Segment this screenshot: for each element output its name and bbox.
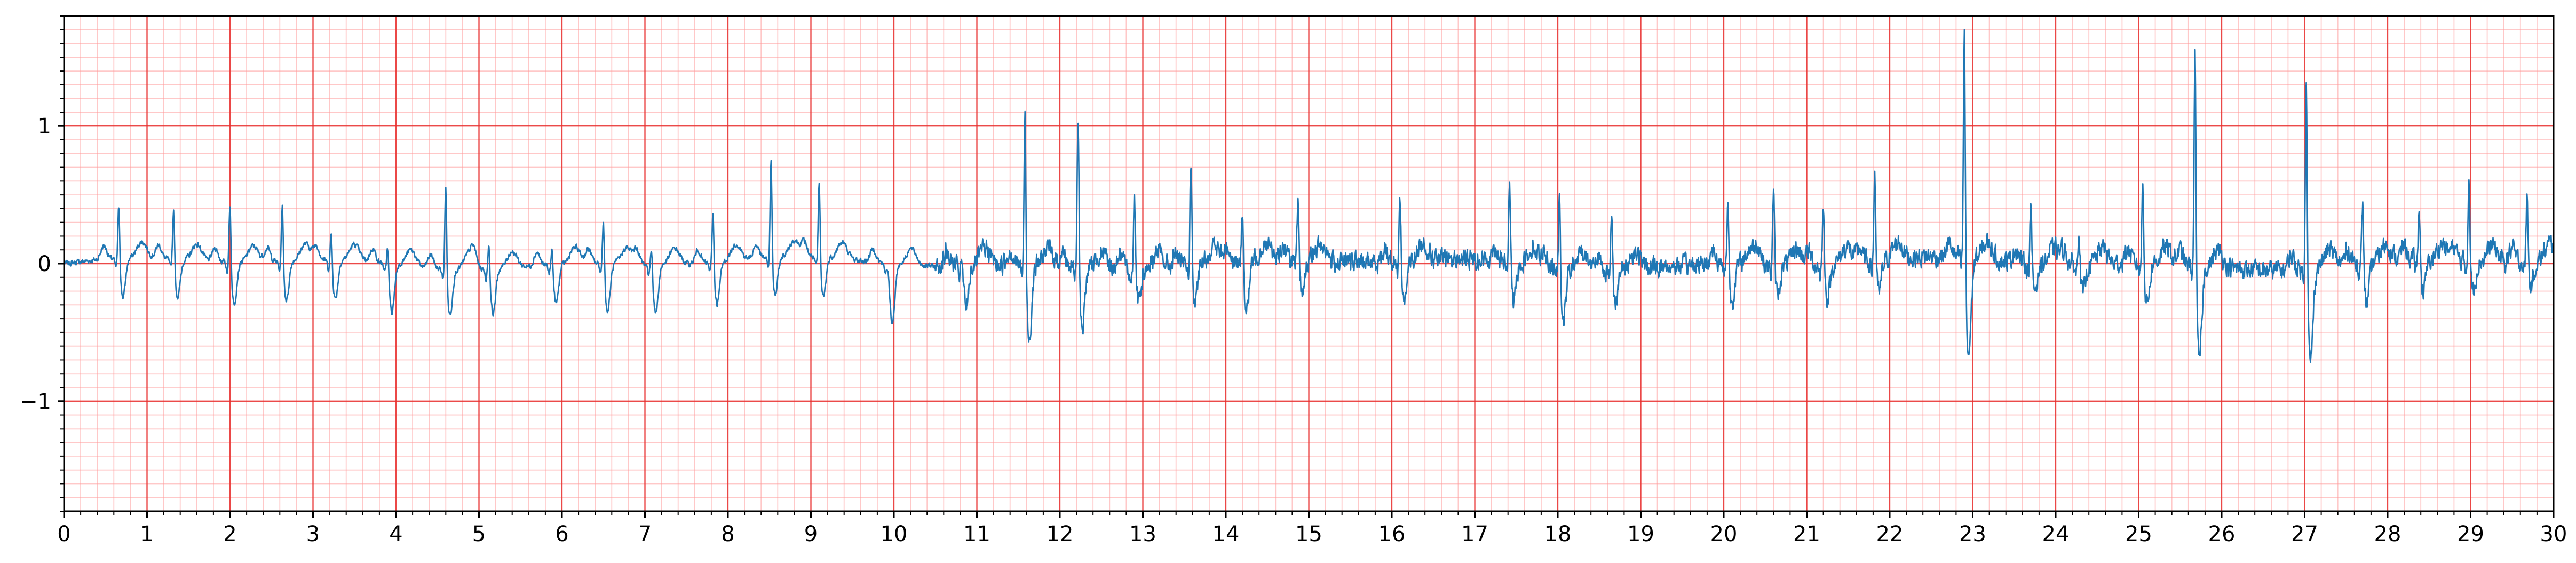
x-tick-label: 8: [721, 522, 734, 546]
x-tick-label: 6: [555, 522, 568, 546]
x-tick-label: 15: [1295, 522, 1322, 546]
x-tick-label: 2: [223, 522, 236, 546]
x-tick-label: 16: [1378, 522, 1406, 546]
x-tick-label: 19: [1627, 522, 1654, 546]
y-tick-label: −1: [20, 390, 51, 414]
x-tick-label: 27: [2291, 522, 2318, 546]
x-tick-label: 9: [804, 522, 818, 546]
x-tick-label: 29: [2457, 522, 2484, 546]
x-tick-label: 18: [1544, 522, 1572, 546]
x-tick-label: 10: [881, 522, 908, 546]
axis-layer: [58, 15, 2555, 518]
x-tick-label: 7: [638, 522, 652, 546]
x-tick-label: 23: [1959, 522, 1986, 546]
y-tick-label: 0: [38, 252, 51, 276]
x-tick-label: 26: [2208, 522, 2236, 546]
x-tick-label: 25: [2125, 522, 2152, 546]
x-tick-label: 17: [1461, 522, 1488, 546]
x-tick-label: 30: [2540, 522, 2567, 546]
x-tick-label: 14: [1212, 522, 1240, 546]
y-tick-label: 1: [38, 114, 51, 139]
x-tick-label: 0: [57, 522, 70, 546]
x-tick-label: 5: [472, 522, 486, 546]
ecg-trace-line: [63, 29, 2555, 363]
x-tick-label: 20: [1710, 522, 1738, 546]
x-tick-label: 21: [1793, 522, 1820, 546]
x-tick-label: 11: [963, 522, 990, 546]
x-tick-label: 13: [1129, 522, 1156, 546]
tick-label-layer: 0 1 2 3 4 5 6 7 8 9 10 11 12 13 14 15 16 17 18 19 20 21 22 23 24…: [20, 114, 2567, 546]
x-tick-label: 22: [1876, 522, 1904, 546]
x-tick-label: 28: [2374, 522, 2401, 546]
x-tick-label: 4: [389, 522, 402, 546]
trace-layer: [63, 29, 2555, 363]
x-tick-label: 3: [306, 522, 320, 546]
x-tick-label: 12: [1047, 522, 1074, 546]
x-tick-label: 24: [2042, 522, 2070, 546]
x-tick-label: 1: [140, 522, 154, 546]
